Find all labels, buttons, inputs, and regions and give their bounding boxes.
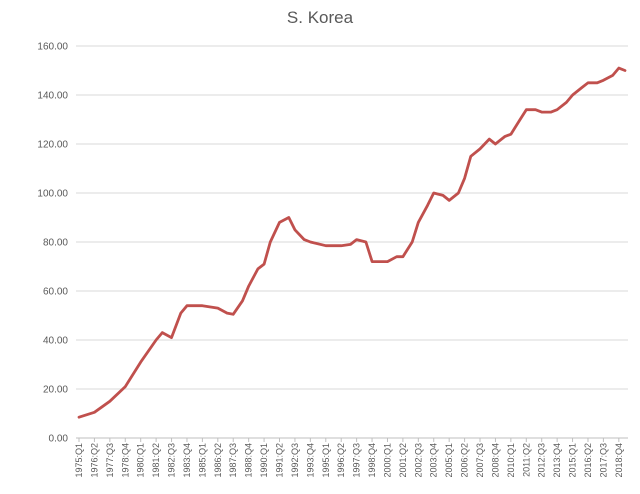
x-tick-label: 2012:Q3 [537, 443, 547, 478]
x-tick-label: 1977:Q3 [105, 443, 115, 478]
x-tick-label: 2010:Q1 [506, 443, 516, 478]
y-tick-label: 80.00 [43, 238, 68, 249]
x-tick-label: 2006:Q2 [460, 443, 470, 478]
y-tick-label: 20.00 [43, 385, 68, 396]
x-tick-label: 1976:Q2 [89, 443, 99, 478]
y-tick-label: 0.00 [49, 434, 69, 445]
x-tick-label: 1997:Q3 [352, 443, 362, 478]
x-tick-label: 2000:Q1 [382, 443, 392, 478]
y-tick-label: 160.00 [37, 42, 68, 53]
x-tick-label: 1980:Q1 [136, 443, 146, 478]
x-tick-label: 2018:Q4 [614, 443, 624, 478]
chart-title: S. Korea [286, 8, 354, 27]
x-tick-label: 2007:Q3 [475, 443, 485, 478]
x-tick-label: 1990:Q1 [259, 443, 269, 478]
x-tick-label: 2011:Q2 [521, 443, 531, 477]
x-tick-label: 1996:Q2 [336, 443, 346, 478]
x-tick-label: 1975:Q1 [74, 443, 84, 478]
x-tick-label: 2008:Q4 [490, 443, 500, 478]
x-tick-label: 2005:Q1 [444, 443, 454, 478]
x-tick-label: 2001:Q2 [398, 443, 408, 478]
series-line [77, 66, 627, 419]
x-tick-label: 1987:Q3 [228, 443, 238, 478]
x-tick-label: 1982:Q3 [167, 443, 177, 478]
y-tick-label: 40.00 [43, 336, 68, 347]
x-tick-label: 2013:Q4 [552, 443, 562, 478]
x-tick-label: 1993:Q4 [305, 443, 315, 478]
x-tick-label: 1985:Q1 [197, 443, 207, 478]
x-tick-label: 1992:Q3 [290, 443, 300, 478]
x-tick-label: 2002:Q3 [413, 443, 423, 478]
x-tick-label: 1998:Q4 [367, 443, 377, 478]
x-tick-label: 1983:Q4 [182, 443, 192, 478]
x-tick-label: 2017:Q3 [598, 443, 608, 478]
x-tick-label: 2016:Q2 [583, 443, 593, 478]
x-tick-label: 1981:Q2 [151, 443, 161, 478]
y-tick-label: 120.00 [37, 140, 68, 151]
y-tick-label: 60.00 [43, 287, 68, 298]
x-tick-label: 1988:Q4 [244, 443, 254, 478]
y-tick-label: 100.00 [37, 189, 68, 200]
x-tick-label: 2003:Q4 [429, 443, 439, 478]
x-tick-label: 2015:Q1 [568, 443, 578, 478]
x-tick-label: 1986:Q2 [213, 443, 223, 478]
y-tick-label: 140.00 [37, 91, 68, 102]
x-tick-label: 1995:Q1 [321, 443, 331, 478]
x-tick-label: 1991:Q2 [275, 443, 285, 478]
x-tick-label: 1978:Q4 [120, 443, 130, 478]
